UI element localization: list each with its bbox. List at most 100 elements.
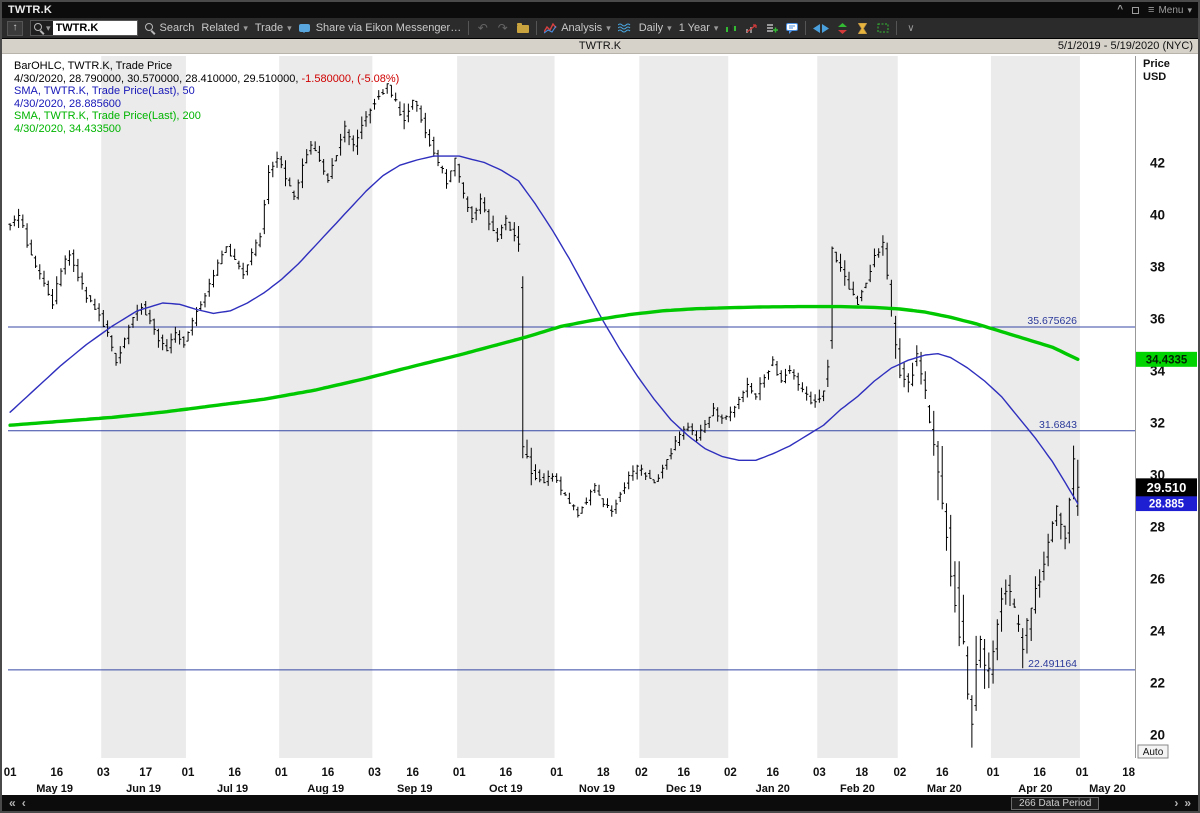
- chart-type-button[interactable]: [725, 23, 738, 34]
- folder-icon[interactable]: [516, 23, 529, 33]
- x-axis-day-label: 16: [228, 767, 241, 779]
- x-axis-day-label: 16: [677, 767, 690, 779]
- chart-title: TWTR.K: [578, 40, 622, 52]
- horizontal-level-label: 22.491164: [1028, 658, 1077, 670]
- x-axis-month-label: Dec 19: [666, 783, 701, 794]
- symbol-input[interactable]: [52, 21, 137, 35]
- month-band: [639, 56, 729, 758]
- month-band: [990, 56, 1080, 758]
- x-axis-day-label: 02: [724, 767, 737, 779]
- auto-scale-button[interactable]: [1137, 744, 1169, 759]
- chevron-down-icon: ▾: [1187, 4, 1192, 15]
- share-messenger-button[interactable]: Share via Eikon Messenger…: [298, 22, 461, 34]
- x-axis-month-label: May 19: [36, 783, 73, 794]
- ohlc-bars: [8, 83, 1080, 748]
- x-axis-day-label: 03: [813, 767, 826, 779]
- toolbar-separator: [468, 21, 470, 35]
- more-tools-button[interactable]: ∨: [907, 22, 915, 34]
- chart-date-range: 5/1/2019 - 5/19/2020 (NYC): [1057, 40, 1193, 52]
- price-badge-label: 28.885: [1149, 499, 1185, 511]
- scroll-left-button[interactable]: ‹: [21, 796, 26, 810]
- symbol-search-box[interactable]: ▾: [30, 20, 138, 36]
- toolbar-separator: [896, 21, 898, 35]
- x-axis-day-label: 01: [182, 767, 195, 779]
- annotation-bubble-icon: [785, 22, 798, 34]
- select-region-button[interactable]: [876, 23, 889, 33]
- y-axis-tick-label: 26: [1150, 572, 1166, 587]
- chart-area[interactable]: May 19 Jun 19 Jul 19 Aug 19 Sep 19 Oct 19 Nov …: [2, 54, 1198, 795]
- related-label: Related: [201, 22, 240, 34]
- x-axis-day-label: 16: [1033, 767, 1046, 779]
- x-axis-day-label: 03: [368, 767, 381, 779]
- replay-button[interactable]: [856, 22, 869, 34]
- related-menu[interactable]: Related ▾: [201, 22, 247, 34]
- x-axis-day-label: 16: [406, 767, 419, 779]
- x-axis-day-label: 01: [453, 767, 466, 779]
- layout-icon[interactable]: [1132, 6, 1140, 14]
- compare-chart-button[interactable]: [745, 23, 758, 34]
- horizontal-level-label: 31.6843: [1039, 419, 1077, 431]
- x-axis-day-label: 16: [50, 767, 63, 779]
- search-button[interactable]: Search: [144, 22, 194, 34]
- price-badge: [1136, 351, 1197, 367]
- x-axis-day-label: 01: [4, 767, 17, 779]
- y-axis-tick-label: 38: [1150, 260, 1166, 275]
- annotation-button[interactable]: [785, 22, 798, 34]
- chart-panel: TWTR.K 5/1/2019 - 5/19/2020 (NYC) May 19…: [2, 39, 1198, 795]
- folder-icon: [516, 23, 529, 33]
- symbol-up-button[interactable]: ↑: [7, 20, 23, 36]
- pan-left-right-button[interactable]: [813, 23, 830, 33]
- x-axis-day-label: 18: [597, 767, 610, 779]
- horizontal-level-label: 35.675626: [1027, 315, 1077, 327]
- redo-icon[interactable]: ↷: [497, 21, 508, 35]
- price-badge-label: 29.510: [1147, 480, 1187, 495]
- interval-select[interactable]: Daily ▾: [639, 22, 672, 34]
- undo-icon[interactable]: ↶: [477, 21, 488, 35]
- popout-icon[interactable]: ^: [1117, 4, 1124, 15]
- price-chart[interactable]: May 19 Jun 19 Jul 19 Aug 19 Sep 19 Oct 19 Nov …: [2, 54, 1198, 794]
- chevron-down-icon: ▾: [243, 22, 248, 33]
- scroll-far-right-button[interactable]: »: [1184, 796, 1191, 810]
- x-axis-day-label: 02: [635, 767, 648, 779]
- x-axis-day-label: 18: [855, 767, 868, 779]
- toolbar: ↑ ▾ Search Related ▾ Trade ▾ Share via E…: [2, 18, 1198, 39]
- x-axis-day-label: 16: [499, 767, 512, 779]
- search-icon: [34, 22, 45, 34]
- chart-header: TWTR.K 5/1/2019 - 5/19/2020 (NYC): [2, 39, 1198, 54]
- analysis-label: Analysis: [561, 22, 603, 34]
- x-axis-month-label: Sep 19: [397, 783, 432, 794]
- month-band: [817, 56, 898, 758]
- interval-label: Daily: [638, 22, 664, 34]
- trade-label: Trade: [254, 22, 284, 34]
- analysis-menu[interactable]: Analysis ▾: [544, 22, 611, 34]
- scroll-far-left-button[interactable]: «: [9, 796, 16, 810]
- y-axis-tick-label: 20: [1150, 728, 1165, 743]
- search-icon: [144, 22, 156, 34]
- hamburger-icon: ≡: [1148, 4, 1155, 16]
- x-axis-day-label: 01: [1076, 767, 1089, 779]
- menu-button[interactable]: ≡ Menu ▾: [1148, 4, 1192, 16]
- x-axis-month-label: Jul 19: [217, 783, 248, 794]
- scroll-right-button[interactable]: ›: [1174, 796, 1179, 810]
- price-badge-label: 34.4335: [1146, 354, 1188, 366]
- waves-flow-icon[interactable]: [617, 23, 632, 33]
- analysis-icon: [544, 22, 557, 33]
- left-right-triangles-icon: [813, 23, 830, 33]
- x-axis-month-label: Jun 19: [126, 783, 161, 794]
- add-layer-button[interactable]: [765, 23, 778, 34]
- candlestick-icon: [726, 24, 737, 32]
- x-axis-month-label: Mar 20: [927, 783, 962, 794]
- selection-box-icon: [877, 23, 889, 33]
- x-axis-month-label: Jan 20: [756, 783, 790, 794]
- up-arrow-icon: ↑: [12, 22, 18, 33]
- axis-unit-label: USD: [1143, 71, 1166, 83]
- trend-arrow-icon: [746, 23, 758, 33]
- y-axis-tick-label: 40: [1150, 208, 1165, 223]
- expand-vertical-button[interactable]: [836, 22, 849, 34]
- trade-menu[interactable]: Trade ▾: [255, 22, 292, 34]
- window-titlebar: TWTR.K ^ ≡ Menu ▾: [2, 2, 1198, 18]
- range-select[interactable]: 1 Year ▾: [679, 22, 719, 34]
- price-badge: [1136, 478, 1197, 497]
- x-axis-month-label: Nov 19: [579, 783, 615, 794]
